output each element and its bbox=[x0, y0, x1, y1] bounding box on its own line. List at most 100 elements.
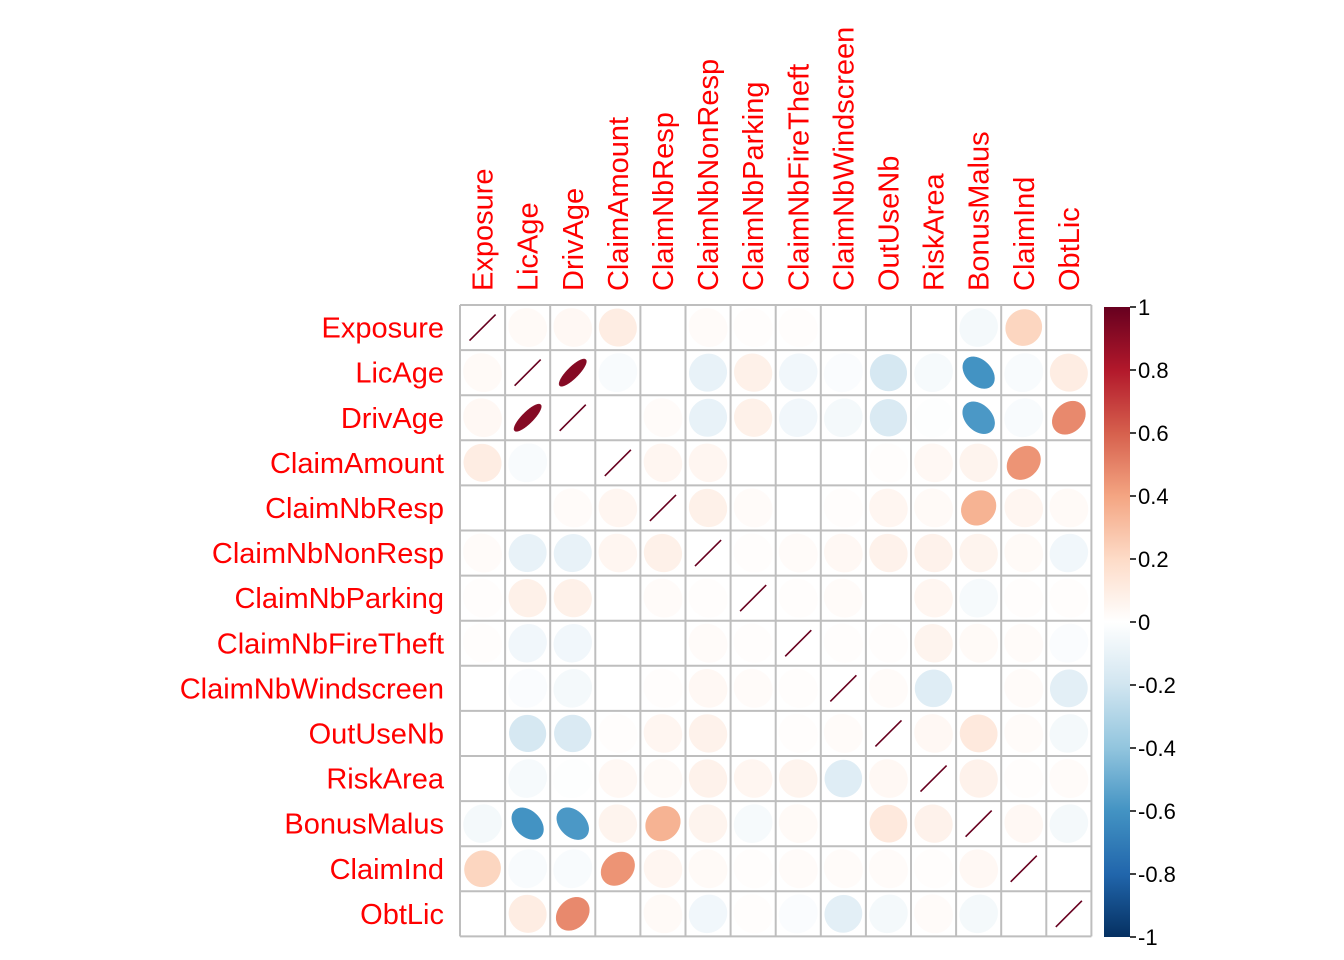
correlation-mark-OutUseNb-LicAge bbox=[509, 714, 547, 753]
column-label-BonusMalus: BonusMalus bbox=[964, 131, 996, 291]
correlation-mark-ClaimNbParking-ClaimNbResp bbox=[643, 578, 683, 618]
correlation-mark-BonusMalus-ClaimAmount bbox=[598, 804, 638, 843]
colorbar-tick-label: 1 bbox=[1138, 295, 1150, 320]
correlation-mark-RiskArea-DrivAge bbox=[553, 759, 593, 799]
correlation-mark-RiskArea-ClaimInd bbox=[1004, 759, 1044, 799]
correlation-mark-LicAge-ObtLic bbox=[1049, 353, 1088, 392]
correlation-mark-ClaimNbWindscreen-ClaimNbParking bbox=[733, 668, 773, 708]
correlation-mark-ClaimNbNonResp-ClaimNbFireTheft bbox=[778, 533, 818, 573]
correlation-mark-OutUseNb-BonusMalus bbox=[959, 714, 998, 753]
correlation-mark-DrivAge-OutUseNb bbox=[869, 399, 908, 437]
correlation-mark-ClaimNbNonResp-ClaimAmount bbox=[598, 533, 638, 573]
correlation-mark-ClaimInd-ClaimNbResp bbox=[643, 849, 683, 888]
correlation-mark-ClaimNbParking-ClaimNbWindscreen bbox=[823, 578, 863, 618]
correlation-mark-ObtLic-ClaimNbFireTheft bbox=[778, 894, 818, 934]
colorbar-tick-label: -0.8 bbox=[1138, 862, 1176, 887]
correlation-mark-BonusMalus-DrivAge bbox=[556, 807, 589, 840]
correlation-mark-DrivAge-ClaimNbParking bbox=[734, 398, 773, 437]
correlation-mark-Exposure-OutUseNb bbox=[868, 308, 908, 348]
correlation-mark-ClaimNbParking-ObtLic bbox=[1049, 578, 1089, 618]
correlation-mark-DrivAge-ClaimAmount bbox=[598, 398, 638, 438]
correlation-mark-DrivAge-DrivAge bbox=[559, 404, 587, 432]
column-label-Exposure: Exposure bbox=[468, 168, 500, 291]
correlation-mark-LicAge-ClaimNbFireTheft bbox=[779, 353, 818, 392]
correlation-mark-ClaimInd-Exposure bbox=[464, 850, 501, 888]
correlation-mark-ObtLic-ObtLic bbox=[1055, 900, 1083, 928]
correlation-mark-OutUseNb-DrivAge bbox=[554, 714, 592, 753]
correlation-mark-ClaimAmount-Exposure bbox=[463, 443, 502, 482]
correlation-mark-ClaimNbParking-DrivAge bbox=[553, 579, 592, 618]
correlation-mark-ClaimNbWindscreen-ClaimInd bbox=[1004, 668, 1044, 708]
correlation-mark-ClaimInd-RiskArea bbox=[914, 849, 954, 889]
correlation-mark-ClaimNbParking-LicAge bbox=[508, 579, 547, 618]
correlation-mark-ClaimAmount-ClaimNbParking bbox=[733, 443, 773, 483]
column-label-ClaimInd: ClaimInd bbox=[1009, 177, 1041, 291]
correlation-mark-ClaimNbFireTheft-ClaimNbNonResp bbox=[688, 623, 728, 663]
colorbar-tick-label: 0.2 bbox=[1138, 547, 1169, 572]
row-label-OutUseNb: OutUseNb bbox=[309, 718, 444, 750]
correlation-mark-ClaimNbWindscreen-OutUseNb bbox=[869, 668, 908, 708]
correlation-mark-OutUseNb-ClaimNbResp bbox=[643, 714, 683, 753]
correlation-mark-RiskArea-ClaimNbNonResp bbox=[688, 759, 728, 798]
row-label-ClaimInd: ClaimInd bbox=[330, 854, 444, 886]
correlation-mark-ClaimNbResp-ClaimNbResp bbox=[649, 494, 677, 522]
correlation-mark-LicAge-ClaimAmount bbox=[598, 353, 638, 393]
correlation-mark-ObtLic-BonusMalus bbox=[959, 894, 998, 934]
correlation-mark-LicAge-Exposure bbox=[463, 353, 502, 393]
correlation-mark-ClaimNbNonResp-ClaimInd bbox=[1004, 533, 1044, 573]
row-label-Exposure: Exposure bbox=[321, 313, 444, 345]
correlation-mark-ClaimNbWindscreen-ClaimNbResp bbox=[643, 668, 683, 708]
column-label-DrivAge: DrivAge bbox=[558, 188, 590, 291]
grid-lines bbox=[459, 304, 1093, 938]
row-label-BonusMalus: BonusMalus bbox=[284, 809, 444, 841]
correlation-mark-ClaimNbResp-LicAge bbox=[508, 488, 548, 528]
correlation-mark-ClaimNbWindscreen-ObtLic bbox=[1049, 669, 1088, 708]
colorbar-tick-label: -0.2 bbox=[1138, 673, 1176, 698]
correlation-mark-OutUseNb-ClaimNbFireTheft bbox=[778, 713, 818, 753]
correlation-mark-LicAge-ClaimNbResp bbox=[643, 353, 683, 393]
row-label-ClaimNbWindscreen: ClaimNbWindscreen bbox=[180, 673, 444, 705]
correlation-mark-ClaimInd-ObtLic bbox=[1049, 849, 1089, 889]
correlation-mark-ClaimNbNonResp-OutUseNb bbox=[869, 533, 908, 573]
correlation-mark-RiskArea-ClaimNbWindscreen bbox=[824, 759, 863, 798]
correlation-mark-ClaimInd-ClaimNbNonResp bbox=[688, 849, 728, 889]
correlation-mark-ClaimNbWindscreen-Exposure bbox=[463, 668, 503, 708]
correlation-mark-RiskArea-RiskArea bbox=[919, 764, 948, 793]
correlation-mark-ClaimNbNonResp-ClaimNbNonResp bbox=[694, 539, 722, 567]
correlation-mark-ClaimNbResp-ClaimInd bbox=[1004, 488, 1043, 528]
correlation-mark-LicAge-ClaimInd bbox=[1004, 353, 1044, 393]
correlation-mark-LicAge-DrivAge bbox=[558, 358, 587, 387]
correlation-mark-ClaimNbResp-ClaimAmount bbox=[598, 488, 638, 528]
correlation-mark-ObtLic-ClaimNbWindscreen bbox=[824, 894, 863, 933]
correlation-mark-ClaimNbWindscreen-ClaimNbNonResp bbox=[688, 669, 728, 708]
row-label-ClaimNbResp: ClaimNbResp bbox=[265, 493, 444, 525]
correlation-mark-ClaimNbNonResp-Exposure bbox=[463, 533, 502, 573]
correlation-mark-DrivAge-ClaimNbResp bbox=[643, 398, 683, 438]
correlation-mark-ClaimInd-ClaimNbWindscreen bbox=[823, 849, 863, 889]
correlation-mark-ClaimAmount-BonusMalus bbox=[959, 443, 998, 483]
correlation-mark-ClaimNbResp-ClaimNbNonResp bbox=[688, 488, 728, 528]
column-label-ClaimNbFireTheft: ClaimNbFireTheft bbox=[783, 64, 815, 291]
correlation-mark-ClaimAmount-ObtLic bbox=[1049, 443, 1089, 483]
correlation-mark-ClaimNbParking-OutUseNb bbox=[868, 578, 908, 618]
correlation-mark-ClaimNbResp-ClaimNbParking bbox=[733, 488, 773, 528]
correlation-mark-Exposure-ClaimNbNonResp bbox=[688, 308, 728, 347]
correlation-mark-RiskArea-ClaimNbResp bbox=[643, 759, 683, 798]
correlation-mark-ObtLic-DrivAge bbox=[555, 897, 590, 931]
correlation-mark-DrivAge-ObtLic bbox=[1052, 400, 1086, 435]
correlation-mark-ClaimNbParking-ClaimNbFireTheft bbox=[778, 578, 818, 618]
correlation-mark-ClaimAmount-ClaimNbFireTheft bbox=[778, 443, 818, 483]
correlation-mark-LicAge-ClaimNbParking bbox=[734, 353, 773, 392]
correlation-mark-Exposure-ClaimNbWindscreen bbox=[823, 308, 863, 348]
correlation-mark-BonusMalus-ObtLic bbox=[1049, 804, 1089, 843]
correlation-mark-ClaimAmount-ClaimAmount bbox=[604, 449, 632, 477]
correlation-mark-BonusMalus-BonusMalus bbox=[965, 810, 993, 838]
column-label-ClaimNbParking: ClaimNbParking bbox=[738, 81, 770, 291]
correlation-mark-RiskArea-LicAge bbox=[508, 759, 547, 798]
correlation-mark-ObtLic-ClaimAmount bbox=[598, 894, 638, 934]
correlation-mark-Exposure-DrivAge bbox=[553, 308, 593, 347]
correlation-mark-ClaimNbParking-ClaimNbNonResp bbox=[688, 578, 728, 618]
correlation-mark-Exposure-ObtLic bbox=[1049, 308, 1089, 348]
correlation-mark-ObtLic-LicAge bbox=[508, 894, 547, 933]
correlation-mark-RiskArea-OutUseNb bbox=[869, 759, 908, 798]
